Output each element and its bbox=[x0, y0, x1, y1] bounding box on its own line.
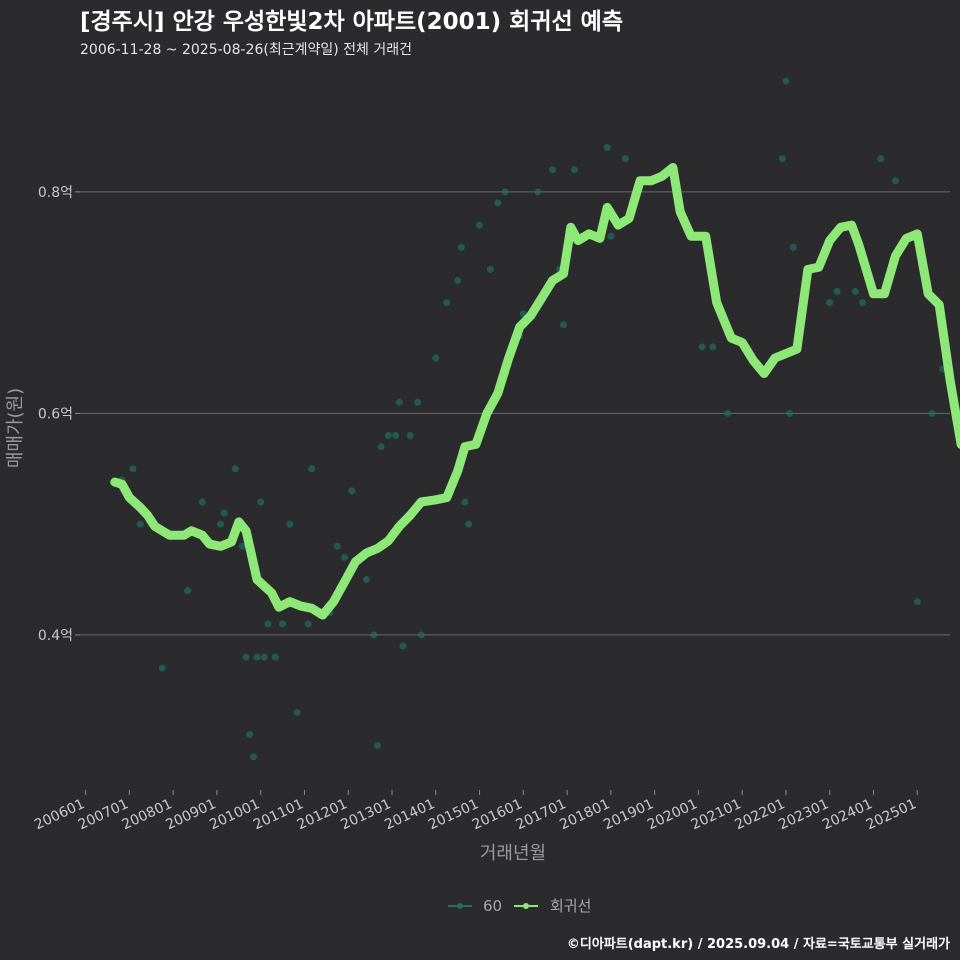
scatter-point bbox=[826, 299, 834, 307]
scatter-point bbox=[362, 576, 370, 584]
scatter-point bbox=[308, 465, 316, 473]
scatter-point bbox=[698, 343, 706, 351]
scatter-point bbox=[242, 653, 250, 661]
scatter-point bbox=[264, 620, 272, 628]
scatter-point bbox=[370, 631, 378, 639]
y-axis-title: 매매가(원) bbox=[5, 388, 26, 468]
scatter-point bbox=[253, 653, 261, 661]
scatter-point bbox=[877, 155, 885, 163]
legend-label-regression: 회귀선 bbox=[550, 897, 591, 915]
scatter-point bbox=[501, 188, 509, 196]
scatter-point bbox=[534, 188, 542, 196]
scatter-point bbox=[406, 432, 414, 440]
scatter-point bbox=[833, 288, 841, 296]
scatter-point bbox=[217, 520, 225, 528]
scatter-point bbox=[494, 199, 502, 207]
legend-label-60: 60 bbox=[483, 897, 502, 915]
scatter-point bbox=[373, 742, 381, 750]
legend: 60 회귀선 bbox=[448, 897, 591, 915]
scatter-point bbox=[257, 498, 265, 506]
scatter-point bbox=[184, 587, 192, 595]
y-tick-label: 0.8억 bbox=[38, 185, 73, 201]
scatter-point bbox=[454, 276, 462, 284]
scatter-point bbox=[432, 354, 440, 362]
scatter-point bbox=[913, 598, 921, 606]
scatter-point bbox=[789, 243, 797, 251]
scatter-point bbox=[724, 409, 732, 417]
scatter-point bbox=[928, 409, 936, 417]
legend-swatch-regression bbox=[523, 903, 529, 909]
scatter-point bbox=[621, 155, 629, 163]
y-axis-ticks: 0.4억 0.6억 0.8억 bbox=[38, 185, 80, 644]
scatter-point bbox=[220, 509, 228, 517]
scatter-point bbox=[549, 166, 557, 174]
scatter-point bbox=[786, 409, 794, 417]
scatter-point bbox=[476, 221, 484, 229]
chart-subtitle: 2006-11-28 ~ 2025-08-26(최근계약일) 전체 거래건 bbox=[80, 42, 412, 58]
scatter-point bbox=[457, 243, 465, 251]
scatter-series-60 bbox=[118, 77, 947, 761]
scatter-point bbox=[286, 520, 294, 528]
chart-title: [경주시] 안강 우성한빛2차 아파트(2001) 회귀선 예측 bbox=[80, 9, 623, 35]
scatter-point bbox=[891, 177, 899, 185]
scatter-point bbox=[279, 620, 287, 628]
scatter-point bbox=[559, 321, 567, 329]
legend-item-60: 60 bbox=[448, 897, 502, 915]
scatter-point bbox=[395, 398, 403, 406]
scatter-point bbox=[859, 299, 867, 307]
y-tick-label: 0.6억 bbox=[38, 406, 73, 422]
regression-line-series bbox=[110, 163, 960, 620]
scatter-point bbox=[246, 731, 254, 739]
scatter-point bbox=[570, 166, 578, 174]
scatter-point bbox=[238, 542, 246, 550]
scatter-point bbox=[249, 753, 257, 761]
scatter-point bbox=[333, 542, 341, 550]
scatter-point bbox=[603, 144, 611, 152]
scatter-point bbox=[231, 465, 239, 473]
scatter-point bbox=[392, 432, 400, 440]
x-axis-ticks: 2006012007012008012009012010012011012012… bbox=[32, 790, 919, 833]
scatter-point bbox=[607, 232, 615, 240]
legend-swatch-60 bbox=[457, 903, 463, 909]
scatter-point bbox=[709, 343, 717, 351]
scatter-point bbox=[198, 498, 206, 506]
regression-line bbox=[110, 163, 960, 620]
scatter-point bbox=[304, 620, 312, 628]
scatter-point bbox=[399, 642, 407, 650]
scatter-point bbox=[348, 487, 356, 495]
scatter-point bbox=[377, 443, 385, 451]
scatter-point bbox=[486, 265, 494, 273]
scatter-point bbox=[851, 288, 859, 296]
y-tick-label: 0.4억 bbox=[38, 628, 73, 644]
scatter-point bbox=[443, 299, 451, 307]
scatter-point bbox=[293, 708, 301, 716]
scatter-point bbox=[461, 498, 469, 506]
scatter-point bbox=[136, 520, 144, 528]
scatter-point bbox=[384, 432, 392, 440]
x-axis-title: 거래년월 bbox=[480, 843, 546, 864]
scatter-point bbox=[465, 520, 473, 528]
scatter-point bbox=[417, 631, 425, 639]
source-footer: ©디아파트(dapt.kr) / 2025.09.04 / 자료=국토교통부 실… bbox=[567, 936, 950, 952]
scatter-point bbox=[341, 553, 349, 561]
scatter-point bbox=[782, 77, 790, 85]
scatter-point bbox=[158, 664, 166, 672]
x-tick-label: 202501 bbox=[864, 796, 919, 833]
scatter-point bbox=[271, 653, 279, 661]
scatter-point bbox=[260, 653, 268, 661]
legend-item-regression: 회귀선 bbox=[514, 897, 591, 915]
scatter-point bbox=[414, 398, 422, 406]
gridlines bbox=[80, 191, 950, 636]
scatter-point bbox=[129, 465, 137, 473]
scatter-point bbox=[778, 155, 786, 163]
